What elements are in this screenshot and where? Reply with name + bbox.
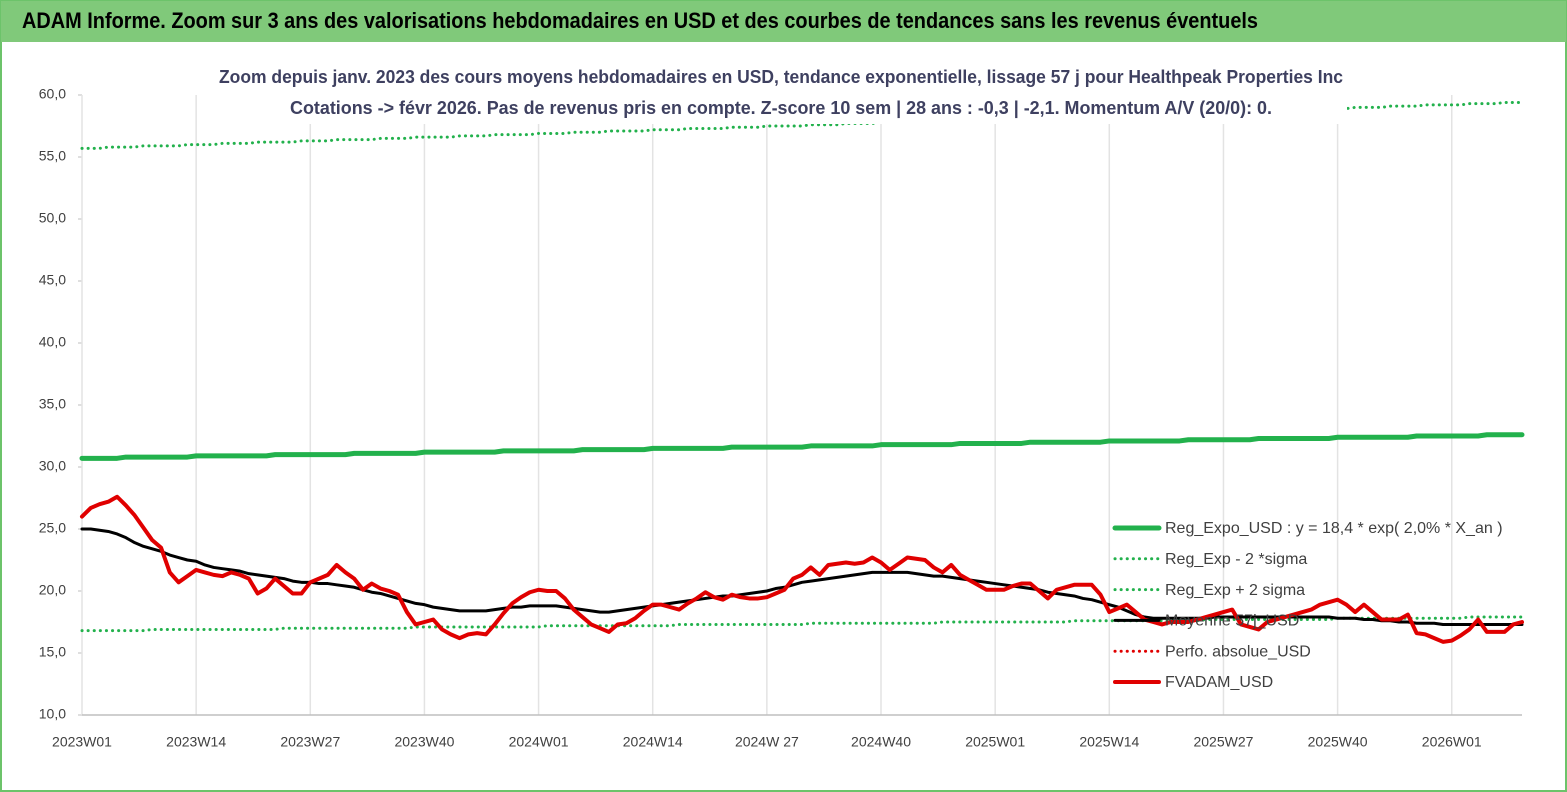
legend-label: Reg_Exp - 2 *sigma — [1165, 551, 1307, 568]
series-line — [80, 494, 1524, 644]
legend-label: Reg_Expo_USD : y = 18,4 * exp( 2,0% * X_… — [1165, 520, 1503, 537]
y-tick-label: 10,0 — [39, 706, 66, 722]
y-tick-label: 25,0 — [39, 520, 66, 536]
y-tick-label: 60,0 — [39, 86, 66, 102]
legend-label: FVADAM_USD — [1165, 674, 1273, 691]
legend: Reg_Expo_USD : y = 18,4 * exp( 2,0% * X_… — [1112, 520, 1503, 691]
plot-area: 10,0 15,0 20,0 25,0 30,0 35,0 40,0 45,0 50,0 55,0… — [39, 86, 1525, 750]
x-tick-label: 2023W01 — [52, 734, 112, 750]
x-tick-label: 2024W01 — [509, 734, 569, 750]
y-tick-label: 55,0 — [39, 148, 66, 164]
subtitle: Zoom depuis janv. 2023 des cours moyens … — [219, 67, 1343, 87]
legend-label: Perfo. absolue_USD — [1165, 643, 1311, 660]
x-tick-label: 2023W27 — [280, 734, 340, 750]
x-tick-label: 2025W01 — [965, 734, 1025, 750]
y-tick-label: 45,0 — [39, 272, 66, 288]
x-tick-label: 2023W40 — [394, 734, 454, 750]
x-tick-label: 2025W14 — [1079, 734, 1139, 750]
y-tick-label: 20,0 — [39, 582, 66, 598]
series-line — [79, 432, 1525, 461]
y-tick-label: 40,0 — [39, 334, 66, 350]
x-tick-label: 2024W14 — [623, 734, 683, 750]
x-tick-label: 2025W40 — [1308, 734, 1368, 750]
y-tick-label: 15,0 — [39, 644, 66, 660]
legend-label: Reg_Exp + 2 sigma — [1165, 582, 1305, 599]
x-tick-label: 2026W01 — [1422, 734, 1482, 750]
y-tick-label: 30,0 — [39, 458, 66, 474]
x-tick-label: 2024W40 — [851, 734, 911, 750]
header-band — [1, 1, 1566, 42]
y-tick-label: 50,0 — [39, 210, 66, 226]
x-tick-label: 2025W27 — [1193, 734, 1253, 750]
chart-title: ADAM Informe. Zoom sur 3 ans des valoris… — [22, 8, 1258, 33]
legend-label: Moyenne 57j_USD — [1165, 613, 1299, 630]
x-tick-label: 2023W14 — [166, 734, 226, 750]
x-tick-label: 2024W 27 — [735, 734, 799, 750]
subtitle-box — [215, 62, 1347, 124]
y-tick-label: 35,0 — [39, 396, 66, 412]
subtitle: Cotations -> févr 2026. Pas de revenus p… — [290, 98, 1272, 118]
